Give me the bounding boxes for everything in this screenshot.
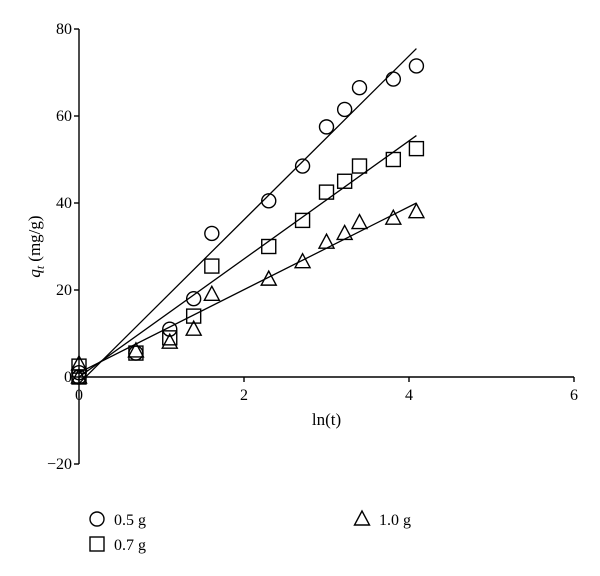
x-axis-label: ln(t) xyxy=(312,410,341,429)
x-tick-label: 0 xyxy=(75,387,83,404)
y-axis-symbol: q xyxy=(25,269,44,278)
data-point-square xyxy=(294,212,311,229)
data-point-circle xyxy=(261,193,277,209)
data-point-triangle xyxy=(350,213,369,230)
y-tick-label: 40 xyxy=(56,195,72,212)
data-point-square xyxy=(336,173,353,189)
legend-marker-circle xyxy=(89,511,105,527)
y-axis-label: qt (mg/g) xyxy=(25,215,47,277)
data-point-triangle xyxy=(335,223,354,241)
data-points xyxy=(70,58,426,385)
data-point-square xyxy=(385,151,402,168)
data-point-square xyxy=(185,308,202,324)
data-point-square xyxy=(318,184,335,200)
data-point-square xyxy=(128,345,144,361)
data-point-triangle xyxy=(407,202,426,219)
data-point-circle xyxy=(204,225,220,242)
data-point-triangle xyxy=(70,367,88,384)
fit-lines xyxy=(78,48,417,384)
y-tick-label: 0 xyxy=(64,369,72,386)
data-point-square xyxy=(408,140,425,157)
axes xyxy=(78,29,574,464)
data-point-circle xyxy=(185,291,202,307)
data-point-triangle xyxy=(317,232,336,249)
x-tick-label: 6 xyxy=(570,387,578,404)
data-point-circle xyxy=(318,119,335,135)
data-point-circle xyxy=(408,58,425,74)
legend-marker-triangle xyxy=(353,509,371,526)
data-point-triangle xyxy=(127,341,145,358)
data-point-circle xyxy=(162,321,178,337)
data-point-square xyxy=(162,330,178,346)
legend-label: 1.0 g xyxy=(379,512,411,529)
data-point-circle xyxy=(336,101,353,118)
data-point-square xyxy=(204,258,220,274)
fit-line-square xyxy=(78,135,417,378)
data-point-triangle xyxy=(203,284,221,302)
data-point-circle xyxy=(294,158,311,174)
data-point-triangle xyxy=(185,319,203,336)
axis-ticks: 0 2 4 6 −20 0 20 40 60 80 xyxy=(47,21,578,473)
x-tick-label: 2 xyxy=(240,387,248,404)
data-point-triangle xyxy=(384,208,402,225)
y-tick-label: −20 xyxy=(47,456,72,473)
legend: 0.5 g 0.7 g 1.0 g xyxy=(89,509,411,554)
y-axis-unit: (mg/g) xyxy=(25,215,44,261)
fit-line-circle xyxy=(78,48,417,384)
legend-label: 0.7 g xyxy=(114,537,146,554)
y-tick-label: 20 xyxy=(56,282,72,299)
legend-label: 0.5 g xyxy=(114,512,146,529)
y-tick-label: 80 xyxy=(56,21,72,38)
data-point-square xyxy=(261,238,277,255)
legend-marker-square xyxy=(89,536,105,552)
data-point-square xyxy=(351,158,368,174)
y-axis-subscript: t xyxy=(33,265,47,269)
y-tick-label: 60 xyxy=(56,108,72,125)
data-point-square xyxy=(71,358,87,374)
data-point-triangle xyxy=(161,332,179,349)
data-point-circle xyxy=(385,71,402,87)
data-point-triangle xyxy=(260,269,278,286)
x-tick-label: 4 xyxy=(405,387,413,404)
data-point-circle xyxy=(351,80,368,96)
data-point-triangle xyxy=(293,252,312,269)
